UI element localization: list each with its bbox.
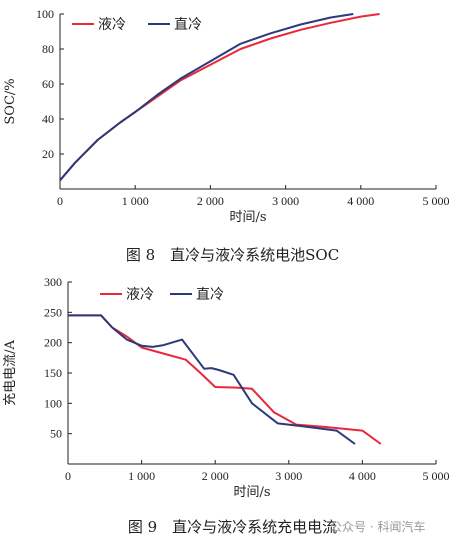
series-line-0	[59, 13, 380, 181]
legend-label-0: 液冷	[126, 287, 154, 303]
y-tick-label: 250	[44, 305, 62, 319]
x-tick-label: 2 000	[202, 469, 229, 483]
y-tick-label: 20	[42, 147, 54, 161]
axes: 0 1 000 2 000 3 000 4 000 5 000 20 40 60 80 100	[36, 7, 450, 208]
y-tick-label: 300	[44, 275, 62, 289]
x-axis-label: 时间/s	[233, 485, 270, 500]
legend-label-1: 直冷	[174, 16, 202, 33]
x-tick-label: 3 000	[275, 469, 302, 483]
y-tick-label: 50	[50, 427, 62, 441]
x-tick-label: 0	[65, 469, 71, 483]
legend: 液冷 直冷	[72, 16, 202, 33]
chart1-caption: 图 8 直冷与液冷系统电池SOC	[125, 246, 340, 264]
chart2-caption: 图 9 直冷与液冷系统充电电流	[127, 518, 338, 536]
x-tick-label: 3 000	[272, 194, 299, 208]
axes: 0 1 000 2 000 3 000 4 000 5 000 50 100 150 200 250…	[44, 275, 450, 483]
series-line-0	[68, 314, 382, 445]
x-tick-label: 1 000	[128, 469, 155, 483]
x-tick-label: 1 000	[122, 194, 149, 208]
series-line-1	[59, 13, 354, 181]
x-tick-label: 4 000	[349, 469, 376, 483]
x-axis-label: 时间/s	[229, 210, 266, 225]
y-axis-label: 充电电流/A	[2, 340, 18, 406]
legend: 液冷 直冷	[100, 286, 224, 303]
y-tick-label: 60	[42, 77, 54, 91]
watermark: 公众号 · 科闻汽车	[330, 520, 426, 534]
legend-label-1: 直冷	[196, 286, 224, 303]
x-tick-label: 0	[57, 194, 63, 208]
y-tick-label: 150	[44, 366, 62, 380]
series-line-1	[68, 314, 356, 445]
x-tick-label: 5 000	[423, 194, 450, 208]
y-axis-label: SOC/%	[3, 78, 18, 124]
legend-label-0: 液冷	[98, 17, 126, 33]
x-tick-label: 2 000	[197, 194, 224, 208]
x-tick-label: 4 000	[347, 194, 374, 208]
y-tick-label: 200	[44, 336, 62, 350]
y-tick-label: 80	[42, 42, 54, 56]
y-tick-label: 100	[36, 7, 54, 21]
x-tick-label: 5 000	[423, 469, 450, 483]
y-tick-label: 40	[42, 112, 54, 126]
soc-chart: 0 1 000 2 000 3 000 4 000 5 000 20 40 60 80 100 时间/…	[3, 7, 450, 225]
y-tick-label: 100	[44, 396, 62, 410]
current-chart: 0 1 000 2 000 3 000 4 000 5 000 50 100 150 200 250…	[2, 275, 450, 500]
